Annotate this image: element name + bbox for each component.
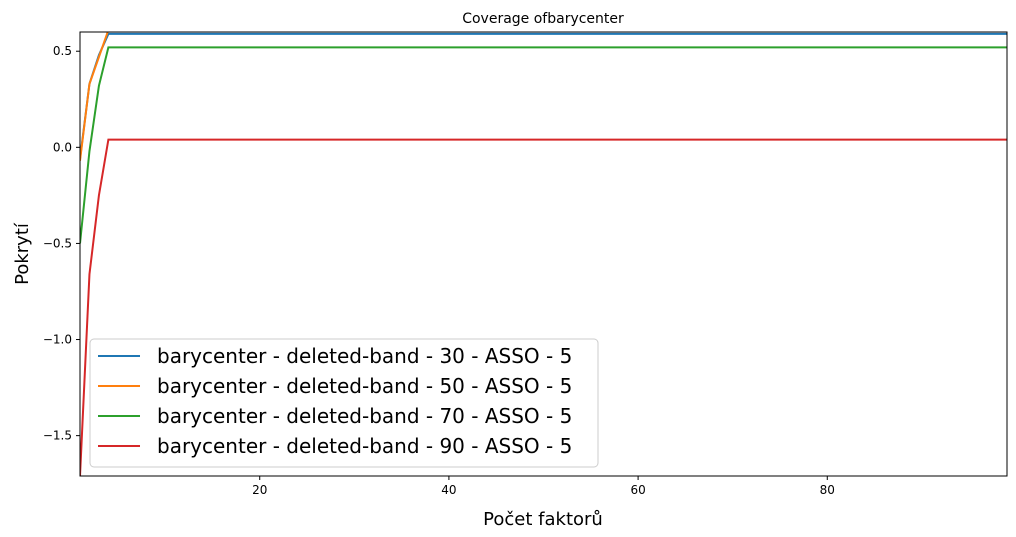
x-axis-label: Počet faktorů bbox=[483, 509, 603, 530]
series-line-2 bbox=[80, 32, 109, 161]
x-tick-label: 80 bbox=[820, 483, 835, 497]
x-tick-label: 20 bbox=[252, 483, 267, 497]
legend-label-4: barycenter - deleted-band - 90 - ASSO - … bbox=[157, 434, 572, 458]
y-tick-label: −1.5 bbox=[43, 429, 72, 443]
legend-label-1: barycenter - deleted-band - 30 - ASSO - … bbox=[157, 344, 572, 368]
legend-label-2: barycenter - deleted-band - 50 - ASSO - … bbox=[157, 374, 572, 398]
legend-label-3: barycenter - deleted-band - 70 - ASSO - … bbox=[157, 404, 572, 428]
series-line-3 bbox=[80, 46, 1007, 244]
chart-title: Coverage ofbarycenter bbox=[462, 11, 624, 27]
legend-box bbox=[89, 338, 599, 468]
y-tick-label: −1.0 bbox=[43, 333, 72, 347]
y-axis: 0.5 0.0 −0.5 −1.0 −1.5 bbox=[43, 44, 80, 443]
series-line-4 bbox=[80, 138, 1007, 476]
plot-area bbox=[80, 32, 1007, 476]
x-tick-label: 40 bbox=[441, 483, 456, 497]
plot-frame bbox=[79, 31, 1008, 477]
y-tick-label: 0.0 bbox=[53, 140, 72, 154]
x-axis: 20 40 60 80 bbox=[252, 476, 835, 497]
y-axis-label: Pokrytí bbox=[12, 222, 33, 285]
y-tick-label: −0.5 bbox=[43, 236, 72, 250]
x-tick-label: 60 bbox=[630, 483, 645, 497]
legend: barycenter - deleted-band - 30 - ASSO - … bbox=[89, 338, 599, 468]
y-tick-label: 0.5 bbox=[53, 44, 72, 58]
